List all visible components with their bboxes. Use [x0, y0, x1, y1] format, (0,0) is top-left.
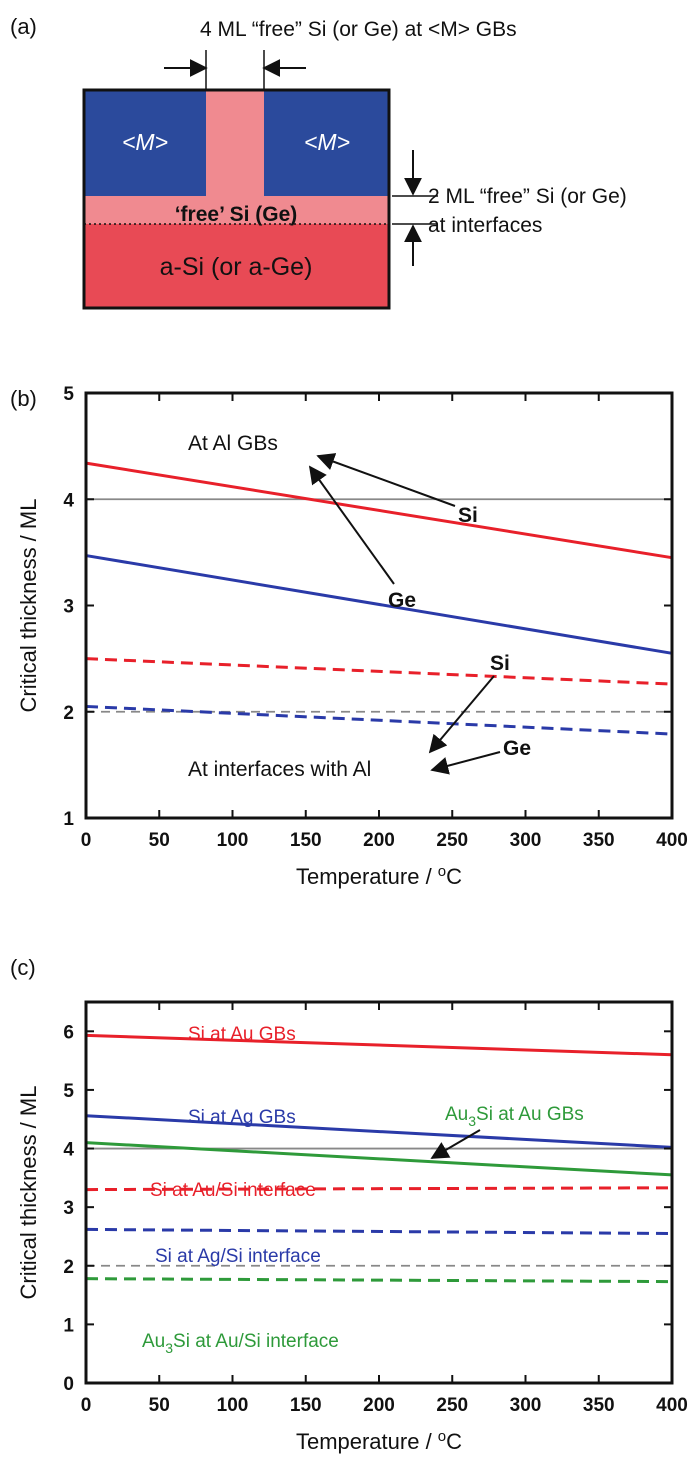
series-line-3 — [85, 657, 673, 686]
grain-left-label: <M> — [122, 129, 168, 155]
arrow-si-gb — [316, 453, 456, 507]
arrow-si-interface — [428, 675, 495, 754]
grain-right — [264, 90, 389, 196]
arrow-ge-gb — [308, 465, 395, 585]
annotation-interfaces-al: At interfaces with Al — [188, 758, 371, 781]
x-tick-label: 0 — [81, 1395, 92, 1416]
x-tick-label: 250 — [436, 1395, 468, 1416]
series-line-4 — [85, 1186, 673, 1192]
y-axis-label: Critical thickness / ML — [16, 1086, 41, 1300]
annotation-si-gb: Si — [458, 504, 478, 527]
annotation-ge-gb: Ge — [388, 589, 416, 612]
y-tick-label: 1 — [63, 809, 74, 830]
label-si-ag-si-interface: Si at Ag/Si interface — [155, 1246, 321, 1267]
label-si-au-gbs: Si at Au GBs — [188, 1024, 296, 1045]
panel-a-label: (a) — [10, 14, 37, 39]
x-tick-label: 150 — [290, 830, 322, 851]
chart-b: (b) 0 50 100 150 200 250 300 350 400 1 2 3 4 5 Tempera… — [10, 384, 688, 889]
y-tick-label: 5 — [63, 384, 74, 405]
y-tick-label: 3 — [63, 1198, 74, 1219]
free-layer-label: ‘free’ Si (Ge) — [175, 203, 298, 226]
label-si-au-si-interface: Si at Au/Si interface — [150, 1180, 316, 1201]
grain-left — [84, 90, 206, 196]
grain-right-label: <M> — [304, 129, 350, 155]
series-line-6 — [85, 1277, 673, 1284]
annotation-al-gbs: At Al GBs — [188, 432, 278, 455]
series-line-2 — [85, 1114, 673, 1149]
arrow-ge-interface — [430, 751, 501, 775]
series-line-4 — [85, 704, 673, 736]
label-au3si-au-si-interface: Au3Si at Au/Si interface — [142, 1331, 339, 1356]
x-tick-label: 400 — [656, 1395, 688, 1416]
y-tick-label: 5 — [63, 1081, 74, 1102]
y-tick-label: 2 — [63, 1257, 74, 1278]
substrate-layer — [84, 222, 389, 308]
x-tick-label: 350 — [583, 830, 615, 851]
x-tick-label: 200 — [363, 1395, 395, 1416]
x-tick-label: 150 — [290, 1395, 322, 1416]
panel-b-label: (b) — [10, 386, 37, 411]
label-si-ag-gbs: Si at Ag GBs — [188, 1107, 296, 1128]
x-tick-label: 100 — [217, 830, 249, 851]
y-tick-label: 1 — [63, 1315, 74, 1336]
grain-boundary-free-si — [206, 90, 264, 198]
free-layer — [84, 196, 389, 224]
panel-c-label: (c) — [10, 955, 36, 980]
y-tick-label: 3 — [63, 597, 74, 618]
annotation-si-interface: Si — [490, 652, 510, 675]
x-tick-label: 100 — [217, 1395, 249, 1416]
series-line-1 — [85, 1033, 673, 1057]
x-tick-label: 200 — [363, 830, 395, 851]
series-line-3 — [85, 1141, 673, 1177]
x-tick-label: 350 — [583, 1395, 615, 1416]
label-au3si-au-gbs: Au3Si at Au GBs — [445, 1104, 584, 1129]
x-tick-label: 250 — [436, 830, 468, 851]
x-tick-label: 0 — [81, 830, 92, 851]
interface-note-line1: 2 ML “free” Si (or Ge) — [428, 185, 627, 208]
series-line-2 — [85, 554, 673, 655]
gb-width-note: 4 ML “free” Si (or Ge) at <M> GBs — [200, 18, 517, 41]
annotation-ge-interface: Ge — [503, 737, 531, 760]
y-tick-label: 4 — [63, 1140, 74, 1161]
y-tick-label: 0 — [63, 1374, 74, 1395]
panel-a: (a) 4 ML “free” Si (or Ge) at <M> GBs <M… — [10, 14, 627, 310]
y-tick-label: 4 — [63, 490, 74, 511]
arrow-au3si-au-gbs — [430, 1129, 481, 1159]
y-tick-label: 2 — [63, 703, 74, 724]
x-tick-label: 50 — [149, 830, 170, 851]
schematic-frame — [82, 88, 391, 310]
x-tick-label: 400 — [656, 830, 688, 851]
interface-note-line2: at interfaces — [428, 214, 542, 237]
substrate-label: a-Si (or a-Ge) — [160, 253, 313, 281]
series-line-1 — [85, 461, 673, 560]
chart-c: (c) 0 50 100 150 200 250 300 350 400 0 1 2 3 4 5 6 Tempe… — [10, 955, 688, 1454]
y-axis-label: Critical thickness / ML — [16, 499, 41, 713]
x-tick-label: 300 — [510, 830, 542, 851]
x-axis-label: Temperature / oC — [296, 1428, 462, 1454]
x-tick-label: 300 — [510, 1395, 542, 1416]
series-line-5 — [85, 1227, 673, 1236]
y-tick-label: 6 — [63, 1022, 74, 1043]
x-axis-label: Temperature / oC — [296, 863, 462, 889]
x-tick-label: 50 — [149, 1395, 170, 1416]
